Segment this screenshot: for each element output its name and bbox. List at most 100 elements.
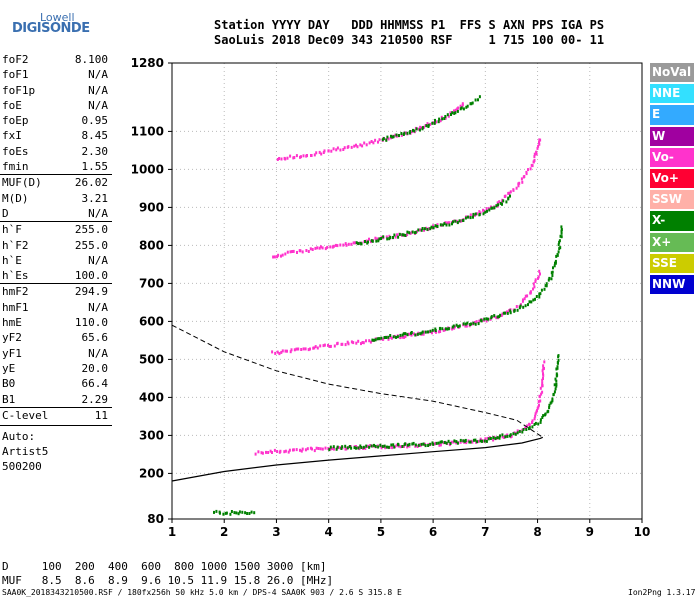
legend-entry: X- — [650, 211, 694, 231]
param-value: N/A — [88, 98, 108, 112]
trace-point — [289, 350, 292, 354]
trace-point — [518, 306, 521, 310]
trace-point — [332, 147, 335, 151]
trace-point — [550, 277, 553, 281]
trace-point — [293, 156, 296, 159]
y-tick-label: 800 — [139, 238, 164, 252]
trace-point — [486, 209, 488, 213]
legend: NoVal NNE E W Vo- Vo+ SSW X- X+ SSE NNW — [650, 63, 694, 296]
trace-point — [553, 390, 556, 394]
trace-point — [543, 366, 545, 370]
trace-point — [448, 223, 451, 227]
trace-point — [457, 325, 460, 329]
trace-point — [413, 129, 416, 133]
auto-scaling-info: Auto: Artist5 500200 — [0, 425, 112, 475]
trace-point — [469, 213, 472, 217]
trace-point — [446, 113, 449, 117]
trace-point — [560, 231, 563, 235]
trace-point — [386, 445, 388, 449]
trace-point — [536, 409, 538, 413]
trace-point — [286, 156, 289, 160]
trace-point — [301, 447, 304, 451]
trace-point — [283, 450, 286, 454]
trace-point — [466, 104, 469, 108]
trace-point — [439, 443, 442, 447]
trace-point — [439, 326, 442, 330]
trace-point — [496, 201, 499, 205]
trace-point — [279, 449, 282, 453]
trace-point — [297, 347, 300, 351]
trace-point — [341, 445, 344, 449]
trace-point — [356, 145, 359, 149]
trace-point — [332, 445, 335, 449]
trace-point — [420, 442, 423, 446]
trace-point — [538, 395, 541, 399]
param-name: foF2 — [2, 53, 29, 66]
trace-point — [357, 446, 360, 450]
trace-point — [366, 444, 369, 448]
trace-point — [386, 135, 389, 139]
trace-point — [488, 208, 491, 212]
trace-point — [383, 444, 386, 448]
param-row: yF1 N/A — [0, 346, 112, 361]
param-name: hmE — [2, 316, 22, 330]
param-name: foEs — [2, 144, 29, 158]
trace-point — [391, 135, 394, 139]
trace-point — [532, 287, 534, 291]
param-name: foE — [2, 98, 22, 112]
param-row: D N/A — [0, 206, 112, 221]
trace-point — [509, 309, 512, 313]
trace-point — [493, 206, 496, 210]
trace-point — [548, 403, 551, 407]
trace-point — [402, 233, 405, 237]
electron-density-profile — [171, 436, 544, 482]
param-row: h`F 255.0 — [0, 221, 112, 237]
trace-point — [464, 322, 467, 326]
trace-point — [479, 439, 482, 443]
trace-point — [224, 511, 227, 515]
trace-point — [533, 158, 536, 162]
trace-point — [344, 242, 347, 246]
trace-point — [431, 328, 434, 332]
param-row: h`E N/A — [0, 253, 112, 268]
trace-point — [435, 120, 438, 124]
param-name: fxI — [2, 129, 22, 143]
trace-point — [359, 143, 362, 147]
param-row: fxI 8.45 — [0, 128, 112, 143]
trace-point — [403, 335, 405, 339]
trace-point — [313, 449, 316, 453]
trace-point — [422, 332, 425, 336]
trace-point — [451, 327, 454, 331]
trace-point — [328, 448, 331, 452]
trace-point — [421, 330, 424, 334]
trace-point — [292, 249, 295, 253]
parameter-panel: foF2 8.100 foF1 N/A foF1p N/A foE N/A foEp 0.95 fx… — [0, 52, 112, 475]
trace-point — [284, 349, 287, 353]
trace-point — [229, 512, 232, 516]
trace-point — [346, 446, 349, 450]
legend-entry: NoVal — [650, 63, 694, 83]
trace-point — [504, 194, 507, 198]
trace-point — [484, 437, 487, 441]
trace-point — [390, 134, 392, 138]
trace-point — [473, 321, 476, 324]
trace-point — [542, 373, 545, 377]
auto-line: Auto: — [2, 430, 36, 444]
param-row: fmin 1.55 — [0, 159, 112, 174]
trace-point — [344, 343, 347, 347]
trace-point — [513, 308, 516, 312]
trace-point — [355, 341, 358, 345]
trace-point — [543, 287, 546, 291]
trace-point — [355, 143, 357, 147]
trace-point — [555, 384, 558, 388]
trace-point — [353, 446, 356, 450]
trace-point — [560, 235, 563, 239]
trace-point — [454, 219, 457, 223]
trace-point — [392, 236, 394, 239]
trace-point — [498, 436, 501, 440]
legend-entry: SSW — [650, 190, 694, 210]
trace-point — [534, 421, 537, 425]
trace-point — [406, 131, 409, 135]
trace-point — [554, 261, 556, 265]
trace-point — [284, 449, 287, 453]
